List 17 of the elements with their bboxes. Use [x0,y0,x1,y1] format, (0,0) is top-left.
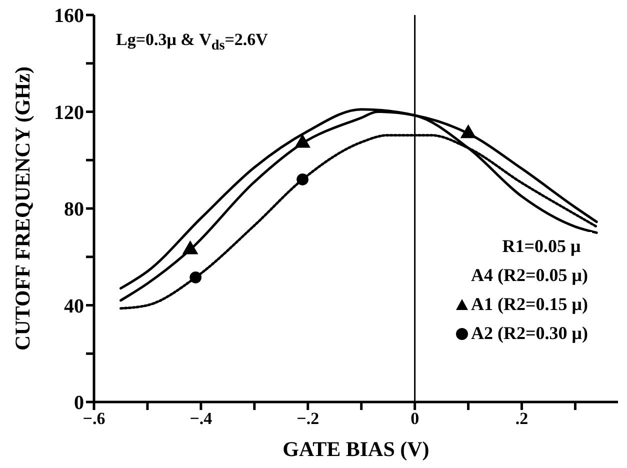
y-tick-label: 80 [64,198,84,221]
legend-label: A2 (R2=0.30 μ) [471,323,588,343]
y-tick-label: 160 [54,5,84,28]
x-tick-label: −.4 [190,409,213,428]
x-tick-label: −.2 [296,409,320,428]
y-axis-title: CUTOFF FREQUENCY (GHz) [10,66,34,350]
legend-label: A1 (R2=0.15 μ) [471,294,588,314]
x-tick-label: −.6 [82,409,106,428]
x-tick-label: 0 [410,409,420,428]
y-tick-label: 0 [74,392,84,414]
legend-title: R1=0.05 μ [502,236,581,256]
y-tick-label: 40 [64,295,84,318]
x-axis-title: GATE BIAS (V) [282,437,430,461]
series-label: A4 (R2=0.05 μ) [471,265,588,285]
y-tick-label: 120 [54,102,84,124]
x-tick-label: .2 [515,409,528,428]
annotation: Lg=0.3μ & V$_{ds}$=2.6V [116,30,268,54]
